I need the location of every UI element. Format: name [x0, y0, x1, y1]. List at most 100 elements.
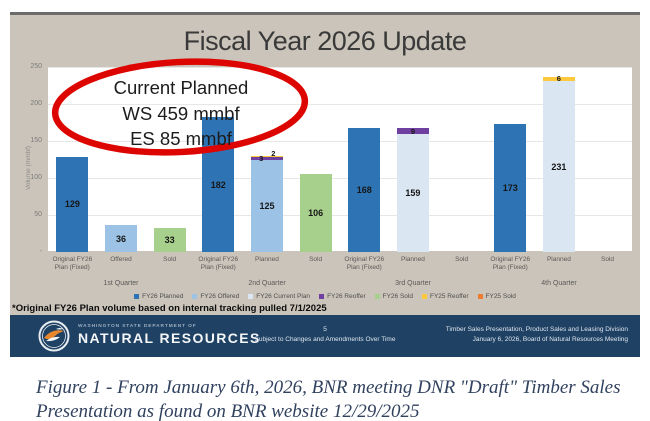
- bar: 173: [494, 123, 527, 252]
- bar-segment: [250, 155, 283, 158]
- bar-segment: 129: [56, 156, 89, 252]
- x-category-label: Original FY26 Plan (Fixed): [52, 256, 93, 272]
- bar-value-label: 33: [164, 234, 175, 245]
- legend-label: FY26 Reoffer: [327, 293, 366, 300]
- bar-slot: 129: [48, 67, 97, 252]
- grid-line: [48, 141, 632, 142]
- x-category-label: Sold: [163, 256, 177, 263]
- y-tick-label: 150: [30, 137, 42, 144]
- bar: 106: [299, 173, 332, 252]
- quarter-label: 1st Quarter: [103, 280, 139, 287]
- brand-name-label: NATURAL RESOURCES: [78, 330, 261, 346]
- dnr-logo-icon: [38, 320, 70, 352]
- bar-segment: [396, 127, 429, 135]
- footer-right-line1: Timber Sales Presentation, Product Sales…: [445, 326, 628, 333]
- y-tick-label: 100: [30, 174, 42, 181]
- legend-label: FY26 Sold: [382, 293, 413, 300]
- annotation-line-2: WS 459 mmbf: [122, 102, 240, 124]
- legend-label: FY26 Offered: [200, 293, 240, 300]
- bar-slot: 159 9: [389, 67, 438, 252]
- bar: 159 9: [396, 126, 429, 252]
- annotation-text: Current Planned WS 459 mmbf ES 85 mmbf: [65, 75, 297, 152]
- x-category-label: Offered: [110, 256, 132, 263]
- legend-swatch: [477, 294, 483, 299]
- bar-value-label: 129: [64, 199, 80, 210]
- bar-value-label: 168: [356, 184, 372, 195]
- legend-label: FY26 Current Plan: [256, 293, 311, 300]
- x-category-label: Sold: [601, 256, 615, 263]
- quarter-label: 3rd Quarter: [395, 280, 431, 287]
- footer-right-line2: January 6, 2026, Board of Natural Resour…: [472, 336, 628, 343]
- x-category-label: Planned: [546, 256, 571, 263]
- footer-disclaimer: Subject to Changes and Amendments Over T…: [254, 336, 396, 343]
- legend-swatch: [192, 294, 198, 299]
- bar-segment: 231: [542, 81, 575, 252]
- grid-line: [48, 215, 632, 216]
- y-axis-title: Volume (mmbf): [25, 145, 32, 190]
- bar-tiny-label: 9: [410, 126, 416, 136]
- bar-slot: [583, 67, 632, 252]
- annotation-line-1: Current Planned: [113, 77, 249, 98]
- bar-segment: [250, 157, 283, 160]
- bar-value-label: 106: [308, 207, 324, 218]
- y-tick-label: 250: [30, 63, 42, 70]
- presentation-slide: Fiscal Year 2026 Update 250 200 150 100 50- …: [10, 12, 640, 357]
- x-category-label: Planned: [400, 256, 425, 263]
- legend-swatch: [248, 294, 254, 299]
- legend-item: FY26 Reoffer: [319, 293, 366, 300]
- legend-label: FY25 Reoffer: [429, 293, 469, 300]
- bar-segment: [542, 76, 575, 82]
- bars-row: 129 36 33 182 125 3 2 106 168 159 9 173 231 6: [48, 67, 632, 252]
- bar-value-label: 36: [115, 233, 126, 244]
- legend-item: FY25 Reoffer: [421, 293, 469, 300]
- footer-right: Timber Sales Presentation, Product Sales…: [446, 325, 628, 345]
- y-axis-ticks: 250 200 150 100 50 -: [10, 63, 44, 255]
- bar-value-label: 231: [551, 161, 567, 172]
- x-labels-row: Original FY26 Plan (Fixed) Offered Sold Ori…: [48, 256, 632, 273]
- grid-line: [48, 178, 632, 179]
- legend-item: FY26 Offered: [192, 293, 239, 300]
- bar-slot: 231 6: [535, 67, 584, 252]
- bar: 129: [56, 156, 89, 252]
- bar-segment: 33: [153, 227, 186, 252]
- x-category-label: Original FY26 Plan (Fixed): [344, 256, 385, 272]
- brand-department-label: WASHINGTON STATE DEPARTMENT OF: [78, 324, 197, 329]
- y-tick-label: -: [39, 248, 42, 255]
- bar-tiny-label: 3: [259, 153, 264, 163]
- legend-label: FY25 Sold: [485, 293, 516, 300]
- bar-tiny-label: 6: [556, 74, 561, 84]
- x-category-label: Planned: [255, 256, 279, 263]
- quarter-label: 4th Quarter: [541, 280, 577, 287]
- bar-value-label: 125: [259, 200, 275, 211]
- slide-footer: WASHINGTON STATE DEPARTMENT OF NATURAL R…: [10, 315, 640, 357]
- bar: 168: [348, 127, 381, 252]
- footer-page-number: 5: [323, 326, 327, 333]
- legend-label: FY26 Planned: [142, 293, 184, 300]
- grid-line: [48, 67, 632, 68]
- legend-item: FY26 Current Plan: [248, 293, 310, 300]
- bar-slot: 106: [291, 67, 340, 252]
- legend-swatch: [319, 294, 325, 299]
- bar-slot: 173: [486, 67, 535, 252]
- x-category-label: Original FY26 Plan (Fixed): [490, 256, 531, 272]
- bar-segment: 125: [250, 159, 283, 252]
- bar-value-label: 173: [502, 182, 518, 193]
- x-category-label: Sold: [309, 256, 323, 263]
- grid-line: [48, 104, 632, 105]
- bar-slot: 125 3 2: [243, 67, 292, 252]
- legend-swatch: [134, 294, 140, 299]
- legend-swatch: [374, 294, 380, 299]
- bar-segment: 173: [494, 123, 527, 252]
- x-category-label: Sold: [455, 256, 469, 263]
- y-tick-label: 50: [34, 211, 42, 218]
- bar: 33: [153, 227, 186, 252]
- bar-slot: [437, 67, 486, 252]
- bar-segment: 106: [299, 173, 332, 252]
- quarter-label: 2nd Quarter: [248, 280, 286, 287]
- bar-segment: 36: [104, 225, 137, 252]
- figure-caption: Figure 1 - From January 6th, 2026, BNR m…: [36, 377, 621, 421]
- bar-segment: 168: [348, 127, 381, 252]
- bar-slot: 33: [145, 67, 194, 252]
- footnote: *Original FY26 Plan volume based on inte…: [12, 303, 327, 314]
